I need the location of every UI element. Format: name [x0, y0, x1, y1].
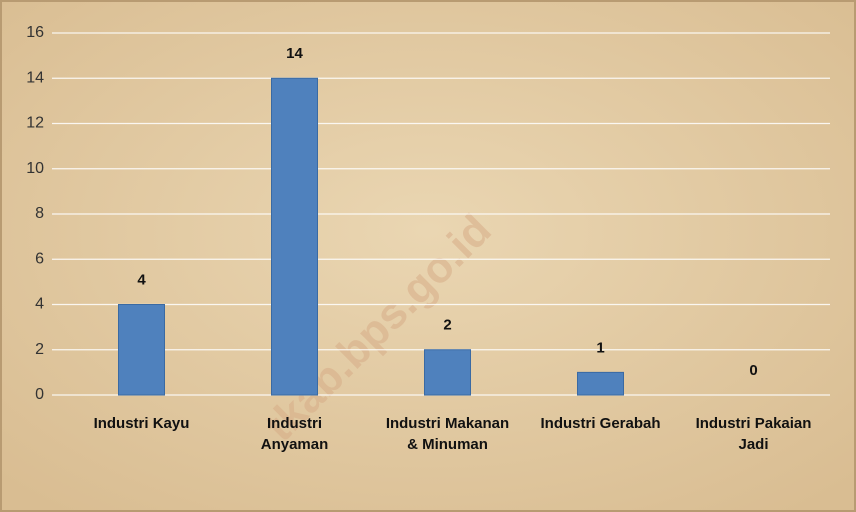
y-tick-label: 8	[35, 205, 44, 222]
value-label: 0	[749, 362, 757, 379]
value-label: 2	[443, 317, 451, 334]
y-tick-label: 6	[35, 250, 44, 267]
x-tick-label: Industri Anyaman	[260, 415, 329, 453]
bar	[271, 77, 318, 396]
bar	[577, 371, 624, 396]
value-label: 1	[596, 339, 604, 356]
y-tick-label: 10	[26, 160, 44, 177]
x-tick-label: Industri Pakaian Jadi	[695, 415, 812, 453]
x-tick-label: Industri Gerabah	[540, 415, 661, 432]
value-label: 14	[286, 45, 303, 62]
value-label: 4	[137, 271, 146, 288]
x-tick-label: Industri Makanan & Minuman	[385, 415, 510, 453]
y-tick-label: 12	[26, 115, 44, 132]
y-tick-label: 4	[35, 296, 44, 313]
y-tick-label: 0	[35, 386, 44, 403]
y-tick-label: 14	[26, 69, 44, 86]
bar	[424, 349, 471, 396]
y-tick-label: 16	[26, 24, 44, 41]
bar	[118, 304, 165, 396]
y-tick-label: 2	[35, 341, 44, 358]
x-tick-label: Industri Kayu	[93, 415, 190, 432]
